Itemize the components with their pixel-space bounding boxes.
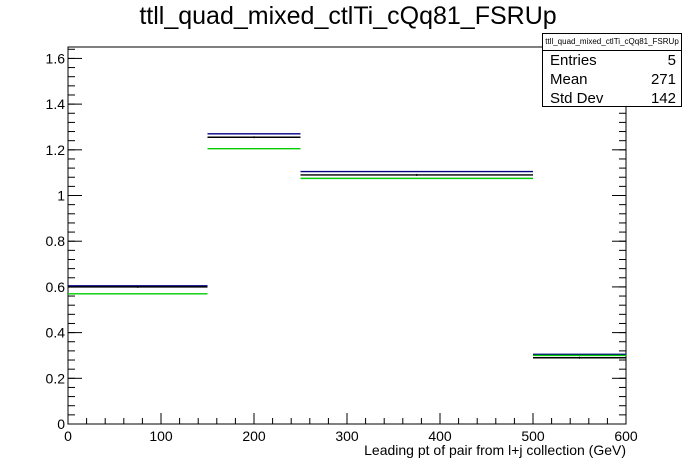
x-tick-label: 400: [428, 428, 452, 444]
stats-entries-value: 5: [667, 52, 676, 69]
x-axis: 0 100 200 300 400 500 600: [64, 413, 638, 444]
stats-entries-label: Entries: [550, 52, 597, 69]
stats-box-title: ttll_quad_mixed_ctlTi_cQq81_FSRUp: [543, 34, 681, 51]
x-tick-label: 0: [64, 428, 72, 444]
stats-entries-row: Entries 5: [543, 51, 681, 70]
stats-box: ttll_quad_mixed_ctlTi_cQq81_FSRUp Entrie…: [542, 33, 682, 107]
y-axis: 0 0.2 0.4 0.6 0.8 1 1.2 1.4 1.6: [46, 48, 626, 432]
stats-std-value: 142: [650, 90, 676, 107]
x-tick-label: 600: [614, 428, 638, 444]
x-tick-label: 100: [149, 428, 173, 444]
y-tick-label: 0.6: [46, 279, 66, 295]
x-tick-label: 200: [242, 428, 266, 444]
stats-std-label: Std Dev: [550, 90, 604, 107]
y-tick-label: 0.2: [46, 370, 66, 386]
x-tick-label: 500: [521, 428, 545, 444]
stats-mean-value: 271: [650, 71, 676, 88]
y-tick-label: 1.6: [46, 50, 66, 66]
chart-title: ttll_quad_mixed_ctlTi_cQq81_FSRUp: [139, 2, 557, 30]
y-tick-label: 1.4: [46, 96, 66, 112]
y-tick-label: 1: [57, 188, 65, 204]
series-group: [68, 133, 626, 359]
y-tick-label: 0: [57, 416, 65, 432]
y-tick-label: 0.4: [46, 325, 66, 341]
y-tick-label: 0.8: [46, 233, 66, 249]
y-tick-label: 1.2: [46, 142, 66, 158]
x-axis-label: Leading pt of pair from l+j collection (…: [364, 442, 626, 458]
stats-mean-label: Mean: [550, 71, 588, 88]
stats-mean-row: Mean 271: [543, 70, 681, 89]
x-tick-label: 300: [335, 428, 359, 444]
stats-std-row: Std Dev 142: [543, 89, 681, 108]
